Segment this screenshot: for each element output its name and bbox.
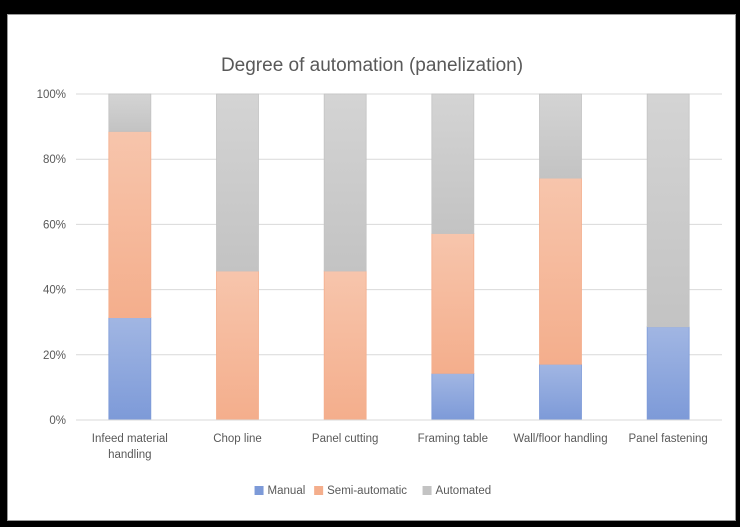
legend: Manual Semi-automatic Automated [254, 485, 492, 497]
bar-automated-3 [323, 93, 367, 272]
chart-title: Degree of automation (panelization) [221, 55, 523, 76]
legend-label: Automated [436, 485, 492, 497]
bars [108, 93, 690, 421]
chart-frame: Degree of automation (panelization) 0% 20… [7, 14, 736, 521]
bar-semi-automatic-2 [216, 270, 259, 421]
x-category-label: Chop line [213, 433, 262, 445]
bar-automated-5 [539, 93, 582, 179]
y-tick-label: 60% [43, 219, 66, 231]
y-tick-label: 20% [43, 350, 66, 362]
bar-automated-4 [431, 93, 475, 234]
bar-semi-automatic-3 [323, 270, 367, 421]
x-category-label: Infeed material handling [92, 433, 168, 461]
y-tick-label: 100% [37, 89, 66, 101]
bar-manual-5 [539, 363, 582, 421]
bar-automated-6 [646, 93, 690, 328]
y-tick-label: 0% [49, 415, 66, 427]
y-axis-ticks: 0% 20% 40% 60% 80% 100% [37, 89, 66, 427]
x-category-label: Framing table [418, 433, 488, 445]
legend-item-semi-automatic: Semi-automatic [314, 485, 407, 497]
legend-item-manual: Manual [254, 485, 306, 497]
x-category-label: Wall/floor handling [513, 433, 607, 445]
legend-swatch [254, 486, 264, 495]
legend-swatch [422, 486, 432, 495]
y-tick-label: 80% [43, 154, 66, 166]
x-category-label: Panel cutting [312, 433, 379, 445]
bar-semi-automatic-1 [108, 131, 152, 319]
bar-manual-4 [431, 372, 475, 421]
legend-label: Manual [268, 485, 306, 497]
chart: Degree of automation (panelization) 0% 20… [37, 55, 722, 497]
legend-item-automated: Automated [422, 485, 492, 497]
x-category-label: Panel fastening [629, 433, 708, 445]
legend-label: Semi-automatic [327, 485, 407, 497]
y-tick-label: 40% [43, 285, 66, 297]
bar-automated-1 [108, 93, 152, 132]
bar-semi-automatic-4 [431, 233, 475, 374]
legend-swatch [314, 486, 324, 495]
bar-automated-2 [216, 93, 259, 272]
bar-manual-1 [108, 317, 152, 421]
bar-manual-6 [646, 326, 690, 421]
x-axis-categories: Infeed material handling Chop line Panel cu… [92, 433, 708, 461]
gridlines [76, 93, 722, 356]
bar-semi-automatic-5 [539, 177, 582, 365]
